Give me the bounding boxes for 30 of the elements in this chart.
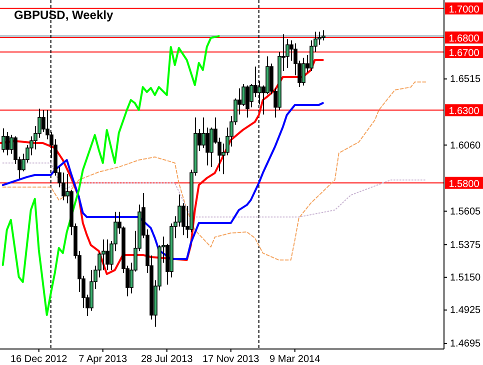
ref-line-label: 1.6700 <box>448 48 480 60</box>
x-tick-label: 16 Dec 2012 <box>10 354 68 365</box>
candlestick <box>2 128 6 153</box>
text: GBPUSD, Weekly <box>14 8 114 22</box>
y-tick-label: 1.5375 <box>450 240 482 251</box>
ref-line-label: 1.5800 <box>448 178 480 190</box>
ref-line-label: 1.6300 <box>448 106 480 118</box>
x-tick-label: 17 Nov 2013 <box>202 354 260 365</box>
y-tick-label: 1.5605 <box>450 206 482 218</box>
x-tick-label: 9 Mar 2014 <box>270 354 321 365</box>
candlestick <box>286 38 290 69</box>
line-series <box>2 81 428 261</box>
candlestick <box>106 239 110 271</box>
ref-line-label: 1.6800 <box>448 34 480 44</box>
y-tick-label: 1.4695 <box>450 338 482 350</box>
candlestick <box>246 84 250 118</box>
line-series <box>2 35 220 316</box>
candlestick <box>202 116 206 148</box>
ref-line-label: 1.7000 <box>448 4 480 16</box>
x-tick-label: 28 Jul 2013 <box>141 354 194 365</box>
line-series <box>2 162 428 218</box>
candlestick <box>302 57 306 86</box>
y-tick-label: 1.5150 <box>450 272 482 284</box>
x-tick-label: 7 Apr 2013 <box>78 354 128 365</box>
candlestick <box>6 131 10 156</box>
candlestick <box>322 30 326 41</box>
line-series <box>2 102 324 260</box>
y-tick-label: 1.4925 <box>450 305 482 316</box>
y-tick-label: 1.6515 <box>450 74 482 86</box>
y-tick-label: 1.6060 <box>450 140 482 152</box>
